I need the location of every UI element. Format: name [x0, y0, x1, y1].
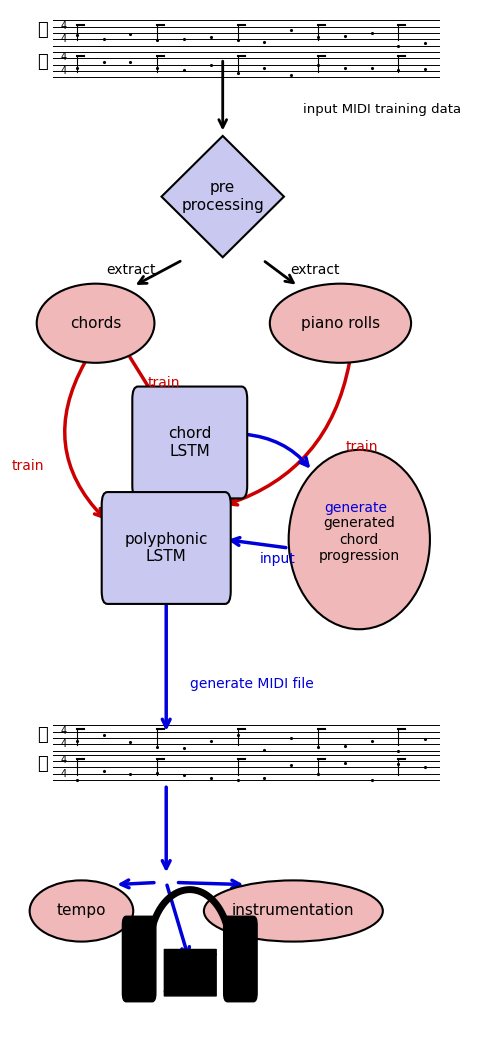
- Text: tempo: tempo: [57, 904, 106, 918]
- Text: train: train: [12, 459, 44, 473]
- Text: 4: 4: [60, 21, 66, 31]
- Ellipse shape: [204, 880, 383, 942]
- Text: 4: 4: [60, 66, 66, 76]
- Text: extract: extract: [290, 263, 339, 277]
- Text: 4: 4: [60, 755, 66, 765]
- Text: 4: 4: [60, 34, 66, 44]
- Text: 𝄞: 𝄞: [37, 53, 47, 71]
- Text: 𝄞: 𝄞: [37, 21, 47, 39]
- Text: input MIDI training data: input MIDI training data: [303, 103, 461, 115]
- Text: polyphonic
LSTM: polyphonic LSTM: [124, 532, 208, 564]
- Text: instrumentation: instrumentation: [232, 904, 355, 918]
- Text: train: train: [345, 440, 377, 454]
- Text: pre
processing: pre processing: [181, 181, 264, 213]
- Ellipse shape: [37, 284, 155, 363]
- Text: chord
LSTM: chord LSTM: [168, 426, 211, 459]
- Ellipse shape: [270, 284, 411, 363]
- Text: 4: 4: [60, 726, 66, 735]
- Text: piano rolls: piano rolls: [301, 315, 380, 331]
- Text: input: input: [259, 551, 295, 566]
- Polygon shape: [162, 135, 284, 257]
- Text: generate MIDI file: generate MIDI file: [190, 677, 314, 691]
- Ellipse shape: [288, 450, 430, 630]
- Ellipse shape: [30, 880, 133, 942]
- Text: generate: generate: [324, 500, 387, 515]
- FancyBboxPatch shape: [123, 916, 156, 1002]
- Text: train: train: [148, 377, 180, 390]
- Text: 4: 4: [60, 740, 66, 749]
- Text: chords: chords: [70, 315, 121, 331]
- Text: 𝄞: 𝄞: [37, 755, 47, 773]
- FancyBboxPatch shape: [224, 916, 257, 1002]
- Text: 4: 4: [60, 769, 66, 779]
- FancyBboxPatch shape: [102, 492, 231, 604]
- Text: generated
chord
progression: generated chord progression: [319, 516, 400, 563]
- Text: 4: 4: [60, 52, 66, 62]
- Text: extract: extract: [106, 263, 156, 277]
- Text: 𝄞: 𝄞: [37, 726, 47, 744]
- FancyBboxPatch shape: [132, 386, 247, 498]
